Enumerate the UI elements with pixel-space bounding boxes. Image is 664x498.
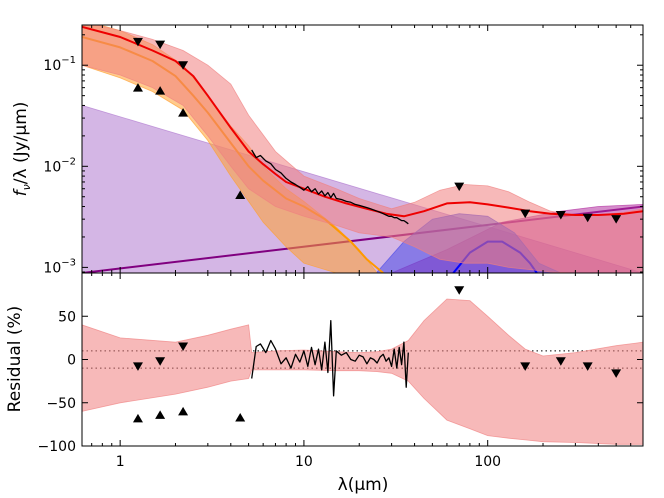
sed-plot-area (82, 25, 643, 273)
y-tick-label: 10−2 (43, 156, 76, 175)
upper-limit-marker (178, 342, 189, 352)
sed-panel: 10−3 10−2 10−1 fν/λ (Jy/μm) (11, 24, 644, 276)
upper-limit-marker (132, 37, 143, 47)
y-tick-label: −100 (38, 439, 76, 455)
photometry-marker (132, 83, 143, 92)
residual-xlabel: λ(μm) (338, 475, 389, 495)
y-tick-label: −50 (46, 396, 76, 412)
upper-limit-marker (611, 215, 622, 224)
photometry-marker (178, 406, 189, 416)
residual-panel: 1 10 100 −100 −50 0 50 Residual (%) λ(μm) (5, 272, 644, 495)
total-model-band-band (82, 25, 643, 273)
residual-frame (81, 272, 644, 447)
x-tick-label: 10 (295, 454, 313, 470)
upper-limit-marker (454, 286, 465, 295)
y-tick-label: 10−3 (43, 257, 76, 276)
upper-limit-marker (520, 209, 531, 219)
upper-limit-marker (555, 357, 566, 366)
sed-axis-ticks: 10−3 10−2 10−1 (43, 25, 644, 276)
photometry-marker (132, 413, 143, 423)
residual-spectrum (251, 319, 409, 397)
y-tick-label: 50 (58, 309, 76, 325)
upper-limit-marker (520, 362, 531, 371)
x-tick-label: 100 (474, 454, 501, 470)
upper-limit-marker (132, 362, 143, 371)
residual-plot-area (82, 286, 643, 445)
upper-limit-marker (155, 40, 166, 50)
residual-uncertainty-band-band (82, 298, 643, 445)
upper-limit-marker (555, 210, 566, 220)
x-tick-label: 1 (116, 454, 125, 470)
residual-ylabel: Residual (%) (5, 306, 25, 413)
photometry-marker (155, 410, 166, 419)
photometry-marker (155, 86, 166, 95)
upper-limit-marker (155, 357, 166, 366)
total-model (82, 25, 643, 218)
photometry-marker (235, 412, 246, 422)
observed-spectrum (251, 149, 409, 225)
upper-limit-marker (582, 213, 593, 223)
upper-limit-marker (454, 182, 465, 192)
photometry-marker (235, 190, 246, 200)
y-tick-label: 0 (67, 353, 76, 369)
upper-limit-marker (611, 369, 622, 378)
sed-ylabel: fν/λ (Jy/μm) (11, 102, 33, 197)
photometry-marker (178, 108, 189, 117)
y-tick-label: 10−1 (43, 55, 76, 74)
upper-limit-marker (582, 362, 593, 371)
upper-limit-marker (178, 61, 189, 70)
